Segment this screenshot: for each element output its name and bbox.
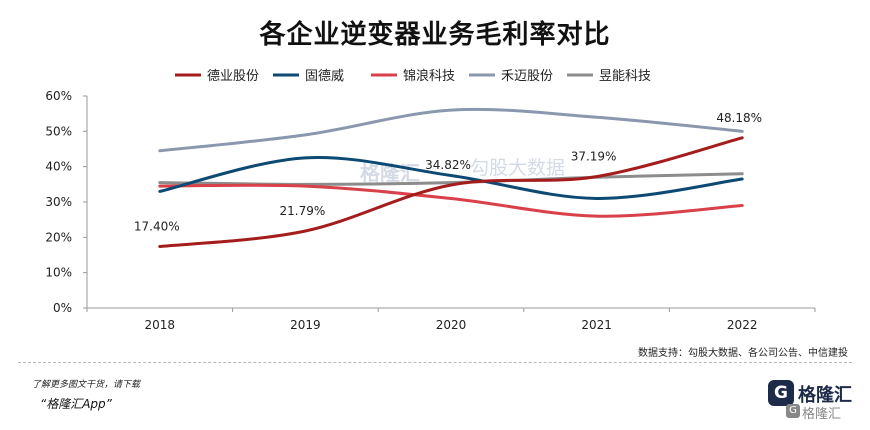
y-tick-label: 30% bbox=[45, 195, 72, 209]
logo-text: 格隆汇 bbox=[798, 385, 852, 406]
promo-app-name: “格隆汇App” bbox=[40, 397, 112, 411]
y-tick-label: 0% bbox=[53, 301, 72, 315]
legend-label: 禾迈股份 bbox=[501, 69, 553, 84]
series-line-0 bbox=[158, 136, 744, 249]
watermark-data-brand: 勾股大数据 bbox=[470, 157, 565, 179]
series-line-3 bbox=[158, 107, 744, 153]
legend-label: 德业股份 bbox=[207, 69, 259, 84]
y-tick-label: 60% bbox=[45, 89, 72, 103]
logo-mark-icon: G bbox=[768, 380, 794, 406]
logo-mark-small-icon: G bbox=[786, 404, 800, 418]
data-label: 37.19% bbox=[571, 150, 617, 164]
divider bbox=[18, 362, 852, 363]
legend-label: 固德威 bbox=[305, 69, 344, 84]
chart-title: 各企业逆变器业务毛利率对比 bbox=[259, 20, 611, 50]
legend-label: 锦浪科技 bbox=[403, 69, 455, 84]
series-line-2 bbox=[158, 183, 744, 218]
y-tick-label: 20% bbox=[45, 230, 72, 244]
promo-text: 了解更多图文干货，请下载 bbox=[32, 380, 141, 390]
x-tick-label: 2022 bbox=[727, 318, 758, 332]
data-label: 34.82% bbox=[425, 158, 471, 172]
data-label: 21.79% bbox=[280, 204, 326, 218]
gelonghui-logo: G 格隆汇 G 格隆汇 bbox=[768, 378, 858, 422]
x-tick-label: 2018 bbox=[145, 318, 176, 332]
source-note: 数据支持：勾股大数据、各公司公告、中信建投 bbox=[638, 348, 848, 359]
logo-text-small: 格隆汇 bbox=[802, 407, 842, 422]
y-tick-label: 50% bbox=[45, 124, 72, 138]
data-label: 17.40% bbox=[134, 220, 180, 234]
x-tick-label: 2020 bbox=[436, 318, 467, 332]
x-tick-label: 2021 bbox=[581, 318, 612, 332]
x-tick-label: 2019 bbox=[290, 318, 321, 332]
data-label: 48.18% bbox=[716, 111, 762, 125]
legend-label: 昱能科技 bbox=[599, 69, 651, 84]
y-tick-label: 10% bbox=[45, 266, 72, 280]
y-tick-label: 40% bbox=[45, 160, 72, 174]
